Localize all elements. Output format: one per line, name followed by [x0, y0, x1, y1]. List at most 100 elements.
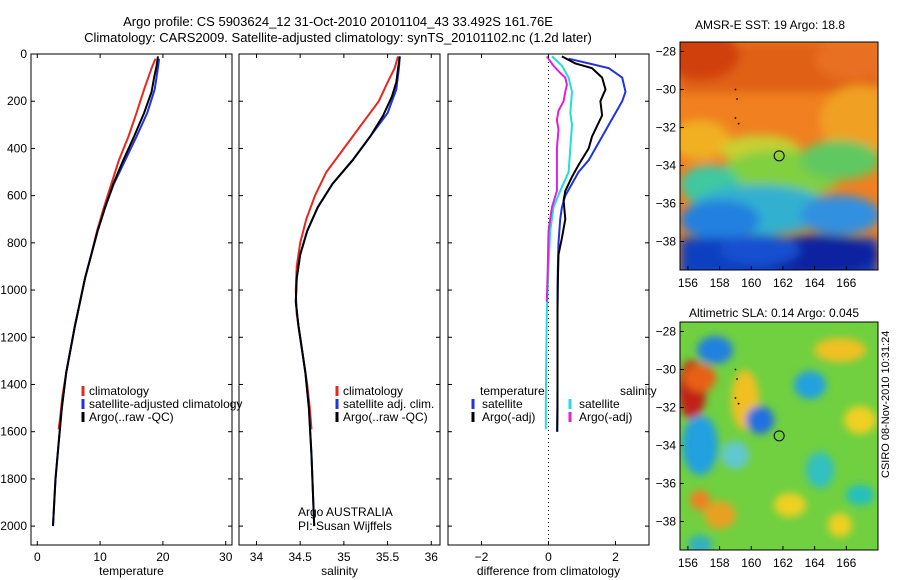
annotation-line2: PI: Susan Wijffels	[298, 519, 392, 533]
map-y-tick-label: −30	[656, 363, 677, 377]
map-y-tick-label: −30	[656, 83, 677, 97]
y-tick-label: 800	[7, 236, 27, 250]
map-y-tick-label: −38	[656, 515, 677, 529]
series-line-1	[556, 55, 607, 432]
sst-heatmap	[680, 42, 878, 270]
sst-map-title: AMSR-E SST: 19 Argo: 18.8	[695, 18, 845, 32]
map-y-tick-label: −28	[656, 45, 677, 59]
map-x-tick-label: 162	[773, 556, 793, 570]
series-line-1	[52, 58, 161, 527]
x-tick-label: 36	[425, 550, 439, 564]
y-tick-label: 1600	[0, 425, 27, 439]
series-line-2	[294, 56, 401, 527]
sla-heatmap	[680, 322, 878, 550]
x-axis-label: salinity	[321, 564, 358, 578]
x-tick-label: 0	[545, 550, 552, 564]
map-x-tick-label: 160	[741, 556, 761, 570]
legend-label: climatology	[89, 384, 149, 398]
series-line-2	[52, 56, 159, 527]
map-y-tick-label: −32	[656, 401, 677, 415]
profile-location-marker	[773, 150, 785, 162]
map-x-tick-label: 158	[710, 276, 730, 290]
series-line-2	[544, 55, 574, 430]
map-y-tick-label: −36	[656, 477, 677, 491]
series-line-0	[294, 56, 400, 430]
axes-frame	[30, 53, 233, 546]
sst-map-frame	[679, 41, 879, 271]
legend-header: salinity	[620, 384, 657, 398]
x-axis-label: difference from climatology	[477, 564, 620, 578]
map-x-tick-label: 158	[710, 556, 730, 570]
track-point	[734, 117, 737, 119]
profile-location-marker	[773, 430, 785, 442]
map-x-tick-label: 166	[836, 556, 856, 570]
sla-map-frame	[679, 321, 879, 551]
map-y-tick-label: −36	[656, 197, 677, 211]
map-x-tick-label: 166	[836, 276, 856, 290]
track-point	[737, 122, 740, 125]
y-tick-label: 200	[7, 94, 27, 108]
y-tick-label: 1200	[0, 330, 27, 344]
map-y-tick-label: −34	[656, 159, 677, 173]
x-tick-label: 20	[156, 550, 170, 564]
y-tick-label: 400	[7, 141, 27, 155]
track-point	[736, 98, 738, 100]
track-point	[734, 397, 737, 399]
legend-label: Argo(..raw -QC)	[343, 410, 428, 424]
salinity-panel: 34 34.5 35 35.5 36 salinity climatologysatelli…	[238, 53, 441, 578]
axes-frame	[447, 53, 650, 546]
y-tick-label: 600	[7, 189, 27, 203]
series-line-0	[556, 57, 627, 432]
track-point	[734, 368, 737, 371]
temperature-panel: 0 10 20 30 0 200 400 600 800 1000 1200 1400 1600 1800…	[0, 47, 242, 578]
legend-label: satellite adj. clim.	[343, 397, 434, 411]
axes-frame	[238, 53, 441, 546]
map-y-tick-label: −34	[656, 439, 677, 453]
y-tick-label: 0	[20, 47, 27, 61]
x-tick-label: 30	[219, 550, 233, 564]
legend-header: temperature	[480, 384, 545, 398]
x-tick-label: 34.5	[288, 550, 312, 564]
map-y-tick-label: −32	[656, 121, 677, 135]
sla-map-panel: Altimetric SLA: 0.14 Argo: 0.045	[656, 306, 879, 570]
annotation-line1: Argo AUSTRALIA	[298, 505, 393, 519]
series-line-0	[57, 58, 157, 430]
series-line-3	[545, 55, 568, 302]
map-y-tick-label: −38	[656, 235, 677, 249]
y-tick-label: 2000	[0, 519, 27, 533]
x-tick-label: 10	[93, 550, 107, 564]
legend-label: climatology	[343, 384, 403, 398]
x-tick-label: 0	[34, 550, 41, 564]
x-tick-label: 35.5	[376, 550, 400, 564]
legend-label: Argo(-adj)	[482, 410, 535, 424]
x-tick-label: 2	[612, 550, 619, 564]
y-tick-label: 1800	[0, 472, 27, 486]
map-x-tick-label: 164	[805, 276, 825, 290]
y-tick-label: 1000	[0, 283, 27, 297]
legend-label: satellite	[579, 397, 620, 411]
map-x-tick-label: 156	[678, 276, 698, 290]
map-x-tick-label: 162	[773, 276, 793, 290]
sst-map-panel: AMSR-E SST: 19 Argo: 18.8	[656, 18, 879, 290]
track-point	[737, 402, 740, 405]
map-x-tick-label: 156	[678, 556, 698, 570]
map-x-tick-label: 164	[805, 556, 825, 570]
sla-map-title: Altimetric SLA: 0.14 Argo: 0.045	[689, 306, 859, 320]
map-y-tick-label: −28	[656, 325, 677, 339]
track-point	[734, 88, 737, 91]
map-x-tick-label: 160	[741, 276, 761, 290]
x-tick-label: 35	[337, 550, 351, 564]
x-axis-label: temperature	[99, 564, 164, 578]
y-tick-label: 1400	[0, 377, 27, 391]
legend-label: satellite	[482, 397, 523, 411]
figure-title-line2: Climatology: CARS2009. Satellite-adjuste…	[84, 30, 592, 45]
figure-title-line1: Argo profile: CS 5903624_12 31-Oct-2010 …	[123, 14, 553, 29]
legend-label: satellite-adjusted climatology	[89, 397, 242, 411]
legend-label: Argo(..raw -QC)	[89, 410, 174, 424]
x-tick-label: 34	[250, 550, 264, 564]
track-point	[736, 378, 738, 380]
x-tick-label: −2	[475, 550, 489, 564]
legend-label: Argo(-adj)	[579, 410, 632, 424]
